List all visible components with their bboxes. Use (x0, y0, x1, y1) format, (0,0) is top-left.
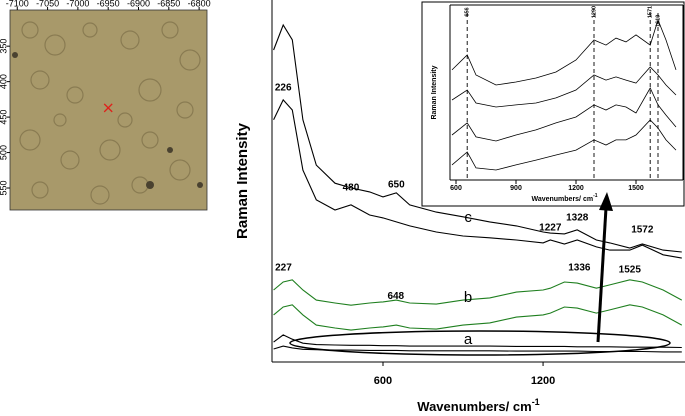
spectrum-line (451, 18, 677, 86)
peak-label: 1572 (631, 225, 654, 236)
x-tick-label: -6850 (157, 0, 180, 8)
x-axis-title-superscript: -1 (593, 193, 598, 199)
x-tick-label: 900 (510, 185, 522, 192)
arrow-shaft (596, 207, 608, 343)
y-tick-label: 400 (0, 74, 8, 89)
curve-label: c (464, 209, 472, 226)
x-axis-title-superscript: -1 (532, 397, 540, 407)
x-tick-label: 1200 (531, 375, 555, 387)
spectrum-line (273, 98, 682, 259)
x-tick-label: -6900 (127, 0, 150, 8)
micrograph-texture (19, 21, 201, 205)
peak-label: 1571 (648, 6, 654, 18)
y-tick-label: 500 (0, 145, 8, 160)
x-tick-label: -7100 (6, 0, 29, 8)
x-axis-title-text: Wavenumbers/ cm (417, 399, 531, 414)
peak-label: 1525 (619, 265, 642, 276)
curve-label: b (464, 289, 472, 306)
curve-label: a (464, 331, 473, 348)
x-tick-label: 600 (374, 375, 392, 387)
y-axis-title: Raman Intensity (431, 65, 438, 119)
spectrum-line (273, 304, 683, 331)
overlay (289, 192, 671, 356)
peak-label: 1336 (568, 263, 591, 274)
arrow-head (599, 192, 613, 211)
spectrum-line (451, 119, 677, 171)
micrograph-panel: -7100 -7050 -7000 -6950 -6900 -6850 -6800 350 40… (0, 0, 211, 211)
peak-label: 1328 (566, 213, 589, 224)
inset-frame (421, 1, 685, 207)
x-tick-label: 1200 (568, 185, 584, 192)
spectrum-line (451, 66, 677, 108)
micrograph-image (10, 10, 207, 210)
y-tick-label: 550 (0, 180, 8, 195)
x-tick-label: -7050 (36, 0, 59, 8)
x-axis-title: Wavenumbers/ cm-1 (417, 397, 539, 414)
peak-label: 650 (388, 180, 405, 191)
peak-label: 227 (275, 263, 292, 274)
spectrum-line (273, 23, 682, 253)
x-axis-title-text: Wavenumbers/ cm (531, 196, 593, 203)
peak-label: 1290 (591, 6, 597, 18)
x-tick-label: -6950 (97, 0, 120, 8)
x-tick-label: 600 (450, 185, 462, 192)
peak-label: 656 (465, 7, 471, 16)
peak-label: 648 (387, 291, 404, 302)
peak-label: 1227 (539, 223, 562, 234)
peak-label: 1610 (655, 15, 661, 27)
y-tick-label: 450 (0, 110, 8, 125)
inset-plot: 600 900 1200 1500 Wavenumbers/ cm-1 Raman Int… (421, 1, 685, 207)
peak-label: 480 (343, 183, 360, 194)
spectrum-line (273, 334, 682, 349)
x-tick-label: -7000 (66, 0, 89, 8)
spectrum-line (451, 87, 677, 142)
x-axis-title: Wavenumbers/ cm-1 (531, 193, 597, 203)
y-tick-label: 350 (0, 39, 8, 54)
spectrum-line (273, 279, 683, 306)
x-tick-label: 1500 (628, 185, 644, 192)
marker-x (103, 103, 113, 113)
group-a-ellipse (289, 330, 671, 356)
y-axis-title: Raman Intensity (234, 122, 251, 239)
micrograph-spots (12, 52, 203, 189)
x-tick-label: -6800 (188, 0, 211, 8)
peak-label: 226 (275, 83, 292, 94)
